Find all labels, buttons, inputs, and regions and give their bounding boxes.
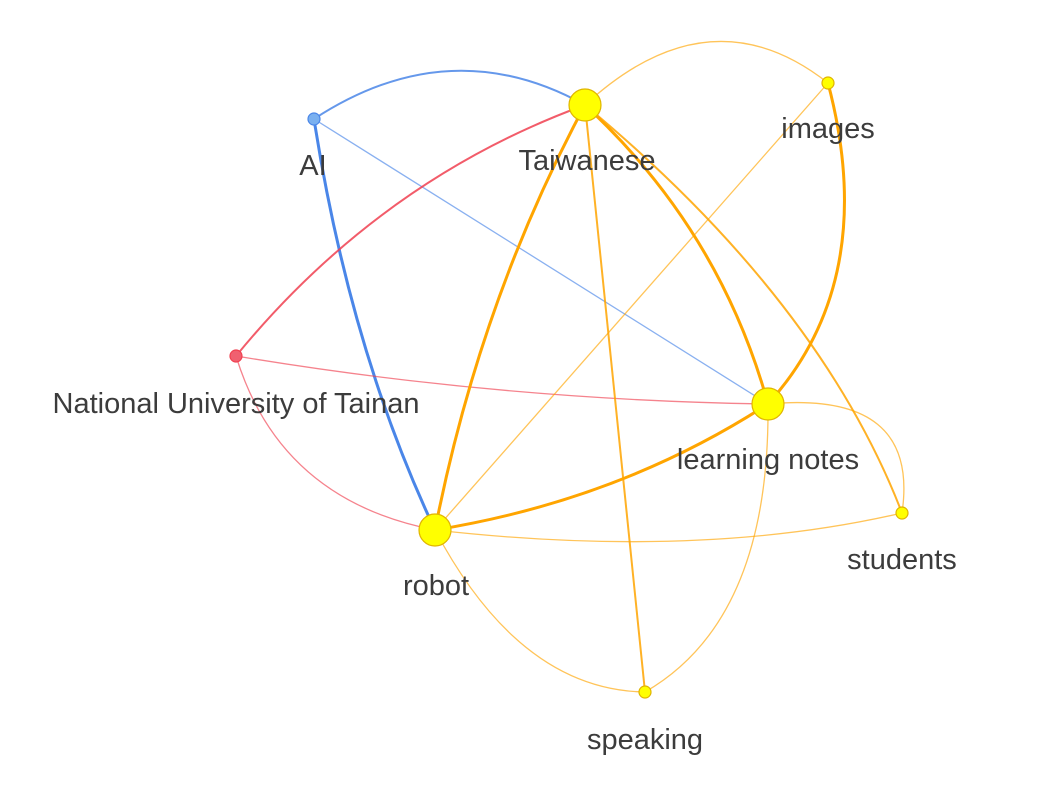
edge-images-robot xyxy=(434,82,829,531)
node-students[interactable] xyxy=(895,506,909,520)
edge-robot-speaking xyxy=(434,529,646,693)
node-label-ai: AI xyxy=(299,150,326,182)
node-label-learning-notes: learning notes xyxy=(677,444,859,476)
node-robot[interactable] xyxy=(418,513,452,547)
graph-nodes xyxy=(229,76,909,699)
edge-ntu-taiwanese xyxy=(235,104,586,357)
node-learning-notes[interactable] xyxy=(751,387,785,421)
edge-learning-notes-speaking xyxy=(644,403,769,693)
edge-taiwanese-learning-notes xyxy=(583,103,770,405)
edge-taiwanese-speaking xyxy=(584,104,646,693)
node-ai[interactable] xyxy=(307,112,321,126)
edge-ai-robot xyxy=(312,118,437,531)
node-label-speaking: speaking xyxy=(587,724,703,756)
node-speaking[interactable] xyxy=(638,685,652,699)
node-label-robot: robot xyxy=(403,570,469,602)
node-label-taiwanese: Taiwanese xyxy=(518,145,655,177)
node-ntu[interactable] xyxy=(229,349,243,363)
node-label-students: students xyxy=(847,544,957,576)
edge-taiwanese-robot xyxy=(433,104,587,531)
graph-edges xyxy=(235,40,905,693)
edge-learning-notes-students xyxy=(767,401,905,514)
edge-ntu-robot xyxy=(235,355,436,531)
edge-robot-learning-notes xyxy=(434,402,769,532)
node-label-ntu: National University of Tainan xyxy=(53,388,420,420)
node-taiwanese[interactable] xyxy=(568,88,602,122)
edge-ntu-learning-notes xyxy=(235,355,769,405)
edge-taiwanese-images xyxy=(584,40,829,106)
edge-taiwanese-students xyxy=(584,104,903,514)
graph-labels: Taiwanese AI images National University of … xyxy=(53,113,957,756)
edge-ai-taiwanese xyxy=(313,69,586,120)
edge-robot-students xyxy=(434,512,903,543)
node-images[interactable] xyxy=(821,76,835,90)
node-label-images: images xyxy=(781,113,875,145)
edge-images-learning-notes xyxy=(766,82,846,406)
edge-ai-learning-notes xyxy=(313,118,769,405)
